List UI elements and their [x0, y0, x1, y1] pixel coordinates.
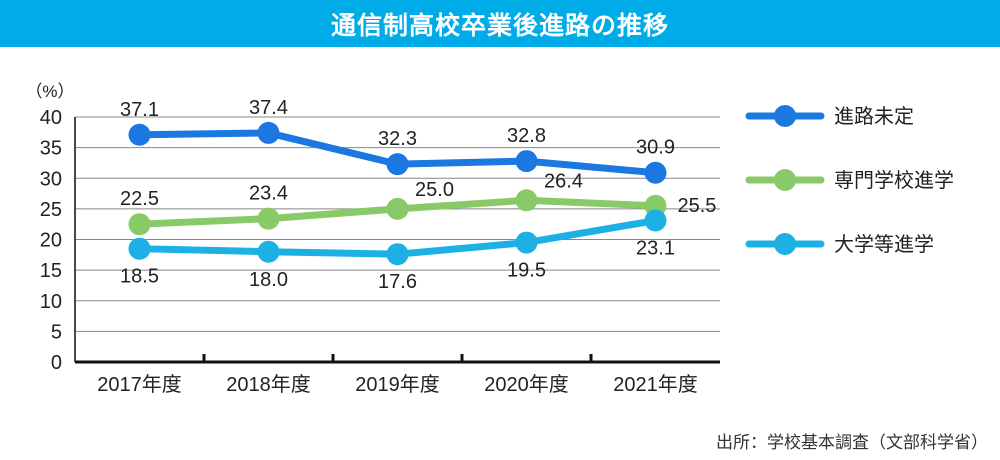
- y-tick-label: 10: [40, 291, 62, 313]
- data-point: [644, 209, 667, 232]
- data-label: 32.3: [378, 128, 417, 150]
- data-label: 32.8: [507, 125, 546, 147]
- data-point: [128, 213, 151, 236]
- legend-label: 大学等進学: [834, 233, 934, 256]
- data-label: 19.5: [507, 260, 546, 282]
- data-label: 23.4: [249, 183, 288, 205]
- y-tick-label: 15: [40, 260, 62, 282]
- data-label: 17.6: [378, 271, 417, 293]
- data-label: 26.4: [544, 170, 583, 192]
- chart-title: 通信制高校卒業後進路の推移: [330, 10, 669, 40]
- data-point: [257, 240, 280, 263]
- data-label: 30.9: [636, 137, 675, 159]
- data-point: [515, 231, 538, 254]
- x-tick-label: 2019年度: [355, 373, 440, 396]
- data-point: [128, 237, 151, 260]
- grid-layer: [75, 116, 720, 332]
- title-bar: 通信制高校卒業後進路の推移: [0, 0, 1000, 47]
- data-point: [386, 153, 409, 176]
- legend-marker: [774, 169, 796, 191]
- y-tick-label: 25: [40, 199, 62, 221]
- legend-label: 進路未定: [834, 105, 914, 128]
- y-axis-label: （%）: [25, 82, 74, 101]
- data-label: 37.1: [120, 99, 159, 121]
- data-label: 25.0: [415, 179, 454, 201]
- x-tick-label: 2018年度: [226, 373, 311, 396]
- data-label: 25.5: [678, 195, 717, 217]
- data-label: 23.1: [636, 238, 675, 260]
- data-label: 22.5: [120, 188, 159, 210]
- data-point: [386, 197, 409, 220]
- x-tick-label: 2017年度: [97, 373, 182, 396]
- axis-layer: 0 5 10 15 20 25 30 35 40 （%） 2017年度 2018年度 2019年度 202…: [25, 82, 720, 396]
- legend-label: 専門学校進学: [834, 169, 954, 192]
- data-point: [257, 121, 280, 144]
- y-tick-label: 35: [40, 138, 62, 160]
- data-point: [515, 150, 538, 173]
- data-label: 18.0: [249, 269, 288, 291]
- data-point: [515, 189, 538, 212]
- x-tick-label: 2021年度: [613, 373, 698, 396]
- series-layer: [128, 121, 667, 266]
- data-label-layer: 37.1 37.4 32.3 32.8 30.9 22.5 23.4 25.0 26.4 25.5…: [120, 97, 716, 293]
- data-point: [386, 243, 409, 266]
- data-label: 37.4: [249, 97, 288, 119]
- y-tick-label: 30: [40, 168, 62, 190]
- y-tick-label: 0: [51, 352, 62, 374]
- y-tick-label: 5: [51, 321, 62, 343]
- legend-marker: [774, 233, 796, 255]
- data-point: [128, 123, 151, 146]
- y-tick-label: 20: [40, 230, 62, 252]
- data-label: 18.5: [120, 266, 159, 288]
- data-point: [257, 207, 280, 230]
- data-point: [644, 161, 667, 184]
- y-tick-label: 40: [40, 107, 62, 129]
- source-note: 出所：学校基本調査（文部科学省）: [716, 433, 988, 453]
- x-tick-label: 2020年度: [484, 373, 569, 396]
- legend-marker: [774, 105, 796, 127]
